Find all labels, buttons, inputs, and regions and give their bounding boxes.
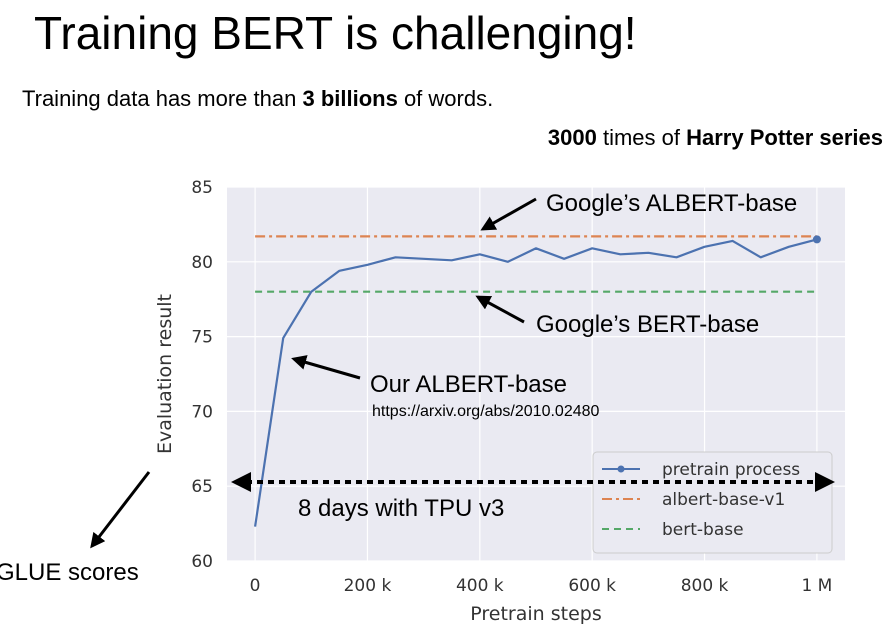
note-suffix: of words. bbox=[397, 86, 494, 111]
legend: pretrain process albert-base-v1 bert-bas… bbox=[592, 451, 833, 554]
y-tick-label: 60 bbox=[191, 552, 213, 572]
y-tick-label: 65 bbox=[191, 477, 213, 497]
note-bold-harry-potter: Harry Potter series bbox=[686, 125, 883, 150]
legend-marker-pretrain bbox=[617, 465, 625, 473]
x-tick-label: 0 bbox=[250, 576, 261, 596]
annotation-google-bert: Google’s BERT-base bbox=[536, 311, 759, 338]
x-axis-label: Pretrain steps bbox=[470, 603, 601, 625]
series-line-pretrain-process bbox=[254, 238, 818, 527]
legend-label-bert: bert-base bbox=[662, 520, 744, 540]
legend-label-albert: albert-base-v1 bbox=[662, 490, 785, 510]
training-data-note: Training data has more than 3 billions o… bbox=[22, 84, 493, 114]
note-bold-3000: 3000 bbox=[547, 125, 597, 150]
x-tick-label: 1 M bbox=[801, 576, 832, 596]
series-layer bbox=[254, 235, 821, 527]
annotation-glue-scores: GLUE scores bbox=[0, 559, 139, 586]
x-tick-label: 400 k bbox=[456, 576, 504, 596]
x-tick-label: 200 k bbox=[344, 576, 392, 596]
annotation-google-albert: Google’s ALBERT-base bbox=[546, 190, 797, 217]
x-tick-label: 800 k bbox=[681, 576, 729, 596]
y-tick-label: 70 bbox=[191, 402, 213, 422]
y-tick-label: 80 bbox=[191, 253, 213, 273]
grid-lines bbox=[227, 186, 845, 562]
annotation-our-albert: Our ALBERT-base bbox=[370, 371, 567, 398]
annotation-duration: 8 days with TPU v3 bbox=[298, 495, 504, 522]
arrow-google-bert bbox=[475, 295, 525, 324]
x-tick-label: 600 k bbox=[568, 576, 616, 596]
arrow-google-albert bbox=[480, 197, 537, 231]
note-middle: times of bbox=[596, 125, 687, 150]
tick-labels: 60 65 70 75 80 85 0 200 k 400 k 600 k 800 k 1 M bbox=[191, 178, 832, 596]
arrow-glue-scores bbox=[90, 471, 151, 549]
y-axis-label: Evaluation result bbox=[154, 294, 176, 454]
harry-potter-note: 3000 times of Harry Potter series bbox=[548, 123, 883, 153]
series-end-marker bbox=[812, 235, 821, 244]
note-prefix: Training data has more than bbox=[22, 86, 303, 111]
arrow-our-albert bbox=[291, 355, 361, 380]
note-bold-billions: 3 billions bbox=[302, 86, 398, 111]
y-tick-label: 75 bbox=[191, 328, 213, 348]
annotation-url: https://arxiv.org/abs/2010.02480 bbox=[372, 403, 600, 420]
y-tick-label: 85 bbox=[191, 178, 213, 198]
slide-title: Training BERT is challenging! bbox=[34, 7, 637, 59]
legend-label-pretrain: pretrain process bbox=[662, 460, 800, 480]
